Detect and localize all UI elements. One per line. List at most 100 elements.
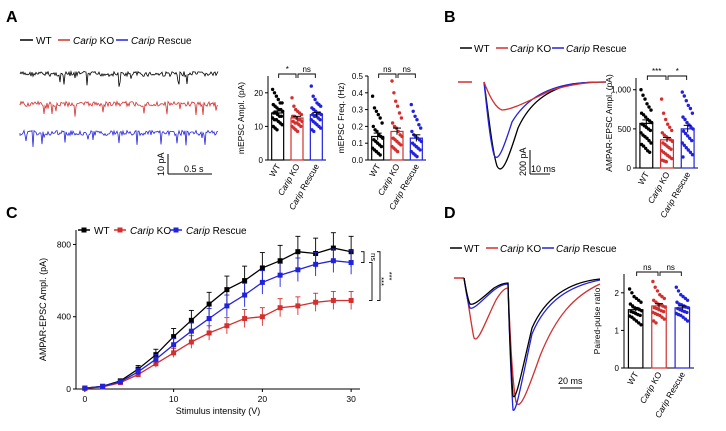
panel-letter-b: B bbox=[444, 9, 456, 26]
point-wt bbox=[628, 302, 633, 306]
point-wt bbox=[634, 296, 639, 301]
panel-letter-a: A bbox=[6, 9, 18, 26]
legend-c-ko-rest: KO bbox=[154, 226, 171, 237]
point-wt bbox=[272, 91, 277, 95]
point-rescue bbox=[319, 126, 323, 130]
point-wt bbox=[372, 106, 377, 110]
svg-text:Carip Rescue: Carip Rescue bbox=[186, 226, 247, 237]
point-wt bbox=[647, 105, 651, 109]
marker-ko bbox=[277, 305, 283, 311]
x-tick-label: 10 bbox=[169, 394, 179, 404]
point-wt bbox=[647, 138, 651, 143]
point-rescue bbox=[690, 138, 694, 143]
marker-ko bbox=[313, 299, 319, 305]
marker-rescue bbox=[100, 383, 106, 389]
point-ko bbox=[290, 96, 294, 100]
scalebar-a-x: 0.5 s bbox=[184, 164, 204, 174]
point-rescue bbox=[681, 129, 686, 133]
point-ko bbox=[399, 143, 403, 147]
y-tick-label: 0.4 bbox=[352, 89, 364, 98]
point-wt bbox=[637, 298, 641, 302]
legend-c-ko-gene: Carip bbox=[130, 226, 154, 237]
marker-rescue bbox=[242, 292, 248, 298]
svg-text:Carip KO: Carip KO bbox=[500, 244, 541, 255]
point-rescue bbox=[680, 141, 684, 145]
point-wt bbox=[281, 109, 285, 114]
point-wt bbox=[645, 136, 649, 140]
legend-b-rescue-gene: Carip bbox=[566, 44, 590, 55]
point-wt bbox=[641, 113, 646, 117]
x-axis-label: Stimulus intensity (V) bbox=[176, 406, 261, 416]
scalebar-a: 10 pA 0.5 s bbox=[156, 152, 212, 176]
y-tick-label: 0 bbox=[259, 156, 264, 165]
significance-label: ns bbox=[369, 253, 378, 261]
series-line-rescue bbox=[84, 260, 352, 389]
y-tick-label: 0.2 bbox=[352, 122, 364, 131]
scalebar-b: 200 pA 10 ms bbox=[518, 147, 556, 176]
y-tick-label: 2 bbox=[615, 289, 620, 298]
point-wt bbox=[370, 94, 375, 98]
significance-bracket bbox=[378, 73, 397, 78]
trace-d-rescue bbox=[463, 277, 601, 411]
point-ko bbox=[659, 97, 664, 101]
point-rescue bbox=[686, 103, 690, 108]
significance-label: ns bbox=[302, 65, 310, 74]
marker-wt bbox=[224, 287, 230, 293]
point-rescue bbox=[686, 148, 690, 152]
point-rescue bbox=[688, 150, 693, 154]
point-rescue bbox=[681, 115, 685, 119]
point-rescue bbox=[319, 104, 323, 108]
trace-a-ko bbox=[19, 100, 219, 117]
marker-wt bbox=[277, 258, 283, 264]
point-wt bbox=[639, 323, 643, 327]
marker-rescue bbox=[277, 272, 283, 278]
svg-text:Carip Rescue: Carip Rescue bbox=[131, 36, 192, 47]
point-ko bbox=[392, 91, 396, 95]
category-label-ko: Carip KO bbox=[638, 370, 664, 406]
point-rescue bbox=[686, 134, 690, 138]
point-wt bbox=[639, 300, 643, 304]
point-ko bbox=[662, 296, 666, 301]
marker-rescue bbox=[259, 279, 265, 285]
x-tick-label: 20 bbox=[258, 394, 268, 404]
y-axis-label: AMPAR-EPSC Ampl. (pA) bbox=[604, 74, 614, 172]
significance-bracket bbox=[636, 271, 659, 276]
point-wt bbox=[644, 146, 648, 151]
point-wt bbox=[637, 321, 641, 325]
point-rescue bbox=[679, 293, 683, 297]
marker-ko bbox=[330, 297, 336, 303]
marker-rescue bbox=[295, 267, 301, 273]
marker-ko bbox=[242, 316, 248, 322]
category-label-wt: WT bbox=[636, 170, 651, 186]
point-ko bbox=[299, 112, 304, 117]
legend-a-ko-rest: KO bbox=[97, 36, 114, 47]
point-ko bbox=[654, 300, 658, 304]
point-rescue bbox=[415, 154, 419, 159]
epsc-traces-b bbox=[458, 81, 607, 170]
point-ko bbox=[652, 298, 656, 302]
category-label-wt: WT bbox=[267, 162, 282, 178]
point-wt bbox=[276, 97, 280, 102]
significance-bracket bbox=[361, 251, 365, 263]
point-rescue bbox=[417, 123, 421, 127]
point-wt bbox=[630, 315, 634, 319]
point-wt bbox=[627, 287, 632, 291]
svg-text:Carip Rescue: Carip Rescue bbox=[566, 44, 627, 55]
point-wt bbox=[275, 128, 279, 132]
point-rescue bbox=[309, 84, 313, 88]
point-rescue bbox=[688, 136, 692, 140]
point-ko bbox=[662, 317, 666, 321]
legend-d-ko-gene: Carip bbox=[500, 244, 524, 255]
point-wt bbox=[643, 97, 647, 101]
legend-b: WT Carip KO Carip Rescue bbox=[460, 44, 627, 55]
point-rescue bbox=[681, 155, 685, 159]
point-ko bbox=[654, 321, 658, 325]
category-label-wt: WT bbox=[367, 162, 382, 178]
legend-c: WT Carip KO Carip Rescue bbox=[78, 226, 247, 237]
significance-bracket bbox=[667, 75, 688, 80]
marker-wt bbox=[295, 249, 301, 255]
point-wt bbox=[274, 94, 279, 98]
legend-b-ko-gene: Carip bbox=[510, 44, 534, 55]
legend-d-ko-rest: KO bbox=[524, 244, 541, 255]
svg-text:Carip KO: Carip KO bbox=[130, 226, 171, 237]
